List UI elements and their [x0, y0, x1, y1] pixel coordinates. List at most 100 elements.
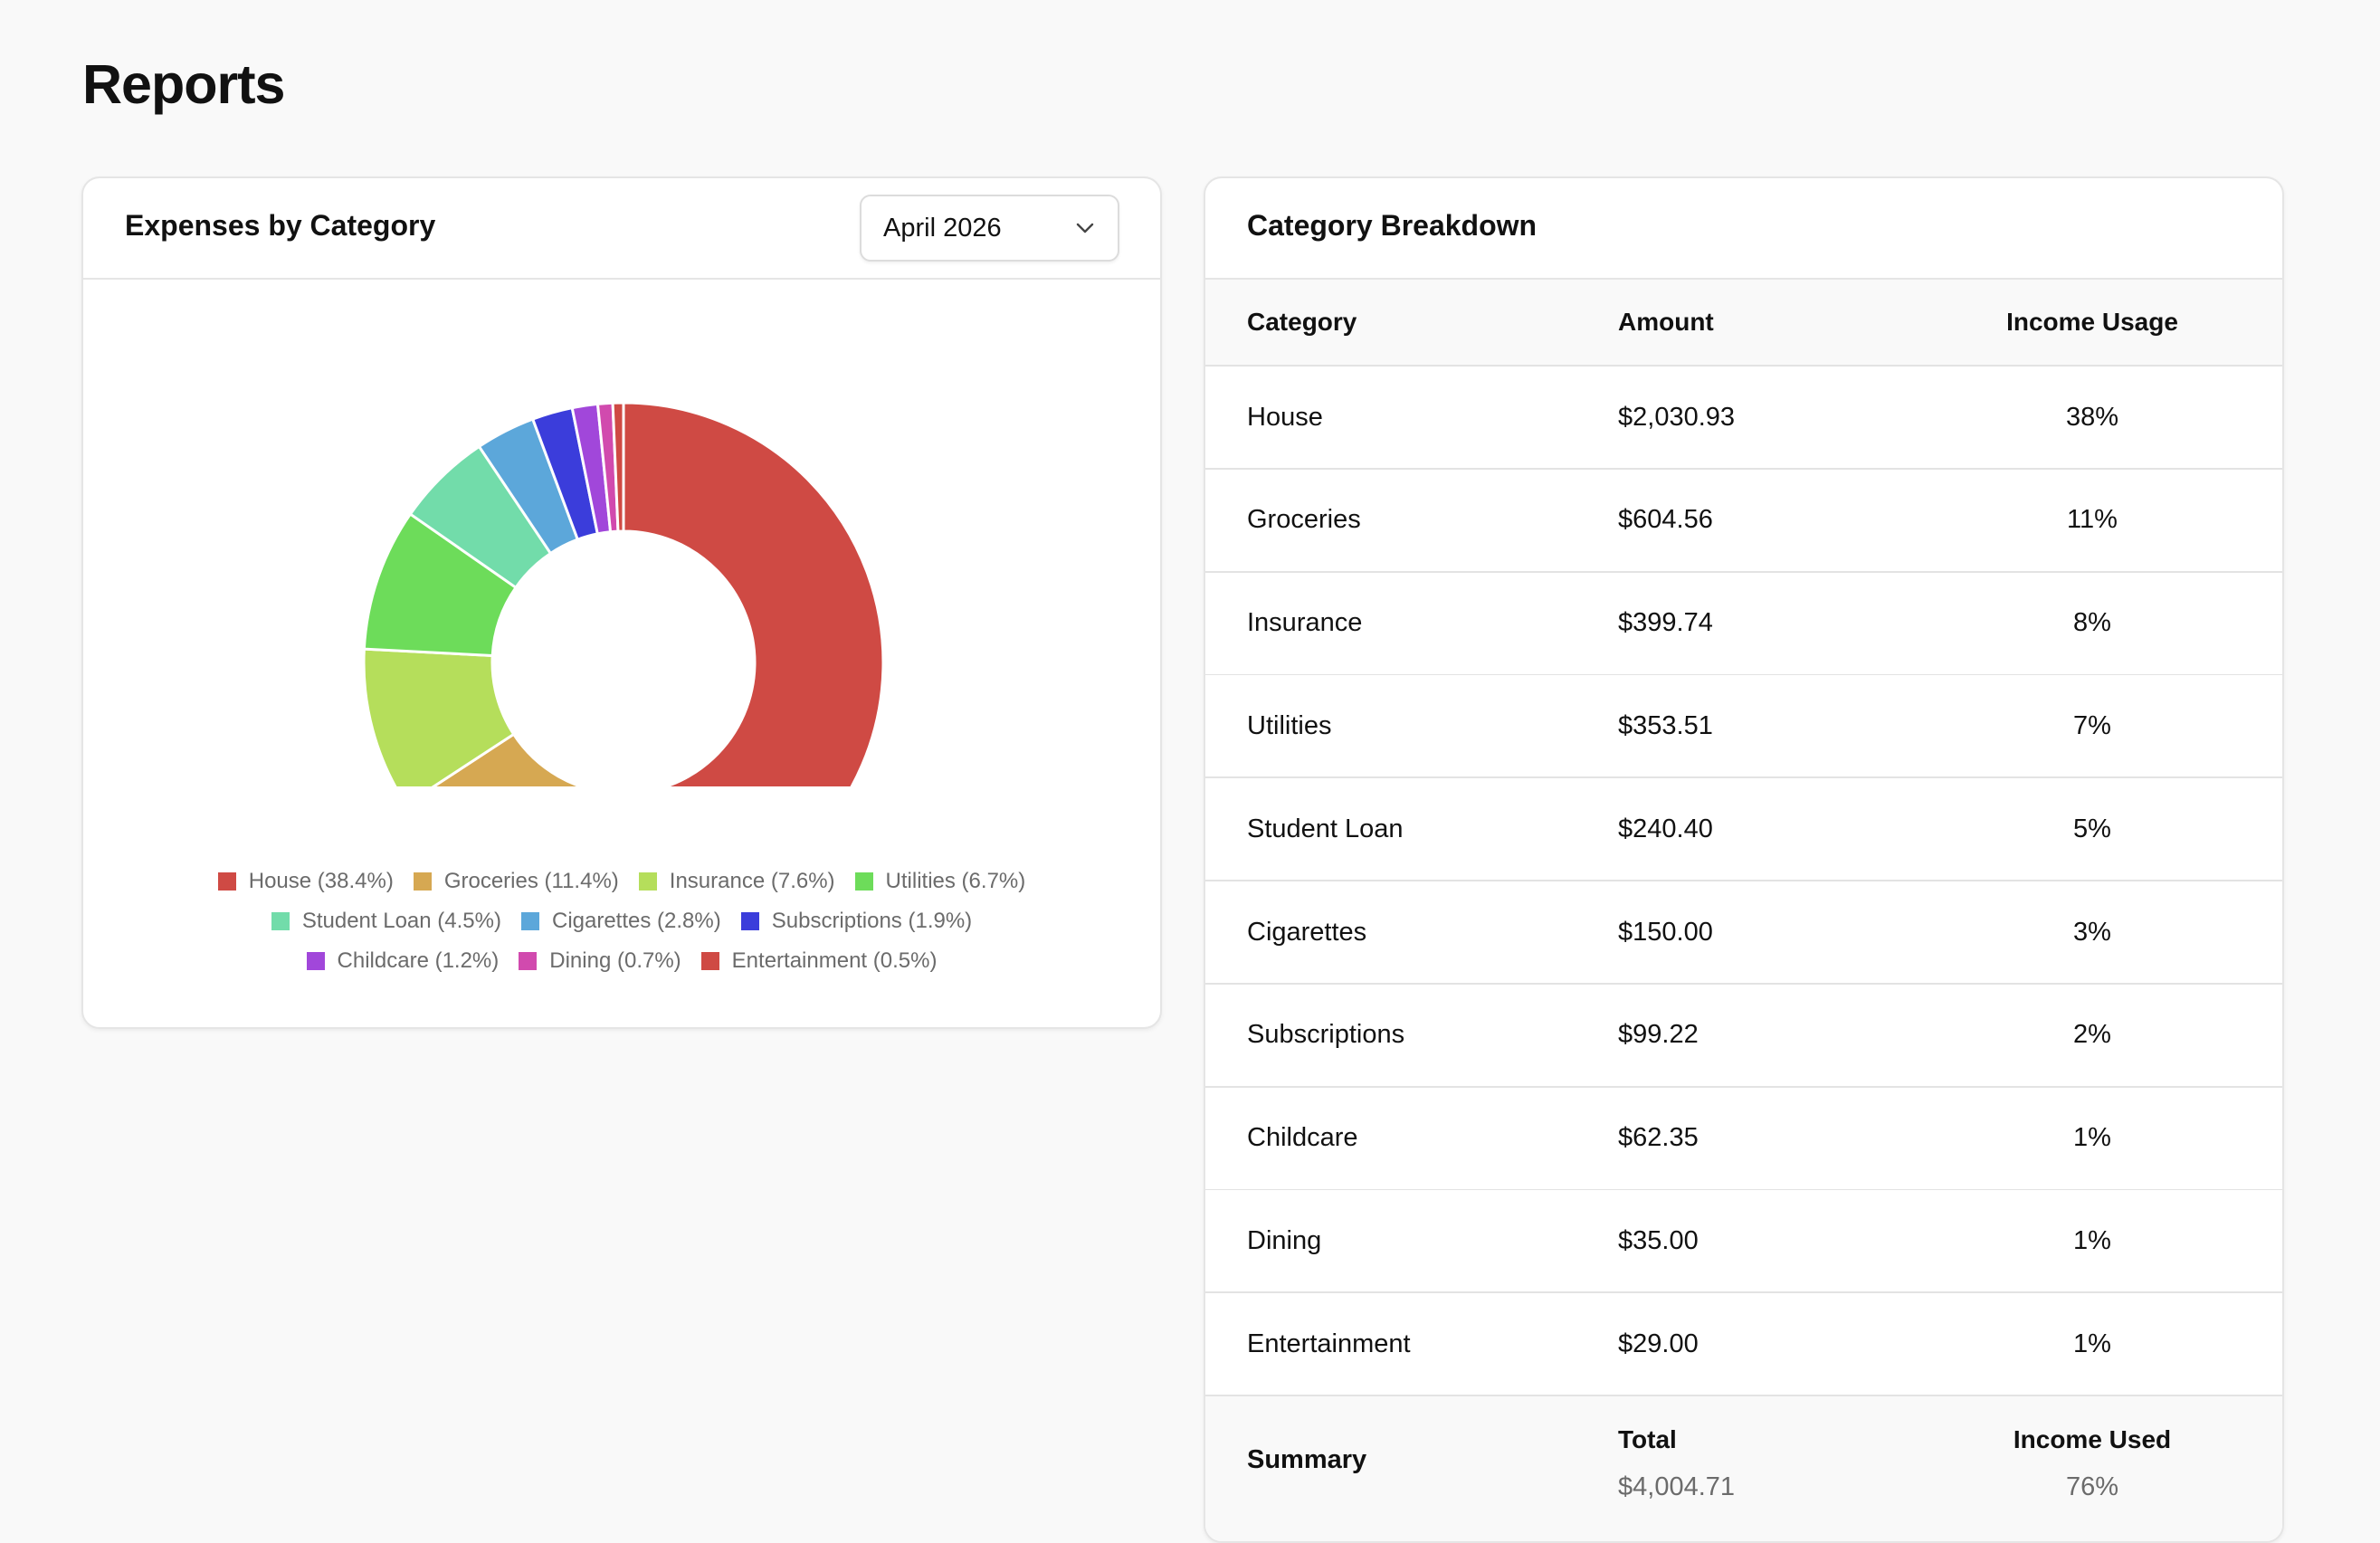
- table-row: Utilities $353.51 7%: [1205, 675, 2282, 779]
- legend-item[interactable]: Cigarettes (2.8%): [520, 909, 721, 934]
- cell-income-usage: 5%: [2073, 814, 2111, 843]
- page-title: Reports: [82, 53, 285, 115]
- legend-row: Student Loan (4.5%) Cigarettes (2.8%) Subs…: [83, 901, 1160, 941]
- expenses-chart-card: Expenses by Category April 2026 House (3…: [81, 176, 1162, 1029]
- chevron-down-icon: [1076, 223, 1094, 233]
- month-select-value: April 2026: [883, 214, 1002, 243]
- legend-swatch: [217, 872, 236, 891]
- legend-swatch: [638, 872, 657, 891]
- cell-income-usage: 1%: [2073, 1329, 2111, 1358]
- cell-income-usage: 8%: [2073, 608, 2111, 638]
- cell-amount: $29.00: [1618, 1329, 1699, 1358]
- legend-item[interactable]: Childcare (1.2%): [306, 948, 500, 974]
- cell-category: Entertainment: [1247, 1329, 1411, 1358]
- table-row: Insurance $399.74 8%: [1205, 572, 2282, 676]
- summary-label: Summary: [1247, 1445, 1367, 1474]
- cell-amount: $240.40: [1618, 814, 1713, 843]
- cell-category: Childcare: [1247, 1123, 1358, 1153]
- cell-amount: $35.00: [1618, 1225, 1699, 1255]
- donut-slice-house[interactable]: [612, 401, 885, 786]
- cell-category: Dining: [1247, 1225, 1322, 1255]
- expenses-donut-chart: [362, 401, 885, 786]
- legend-swatch: [854, 872, 873, 891]
- summary-total-value: $4,004.71: [1618, 1472, 1736, 1501]
- table-row: Cigarettes $150.00 3%: [1205, 881, 2282, 985]
- legend-label: Utilities (6.7%): [885, 869, 1026, 893]
- donut-slice-groceries[interactable]: [406, 732, 618, 786]
- cell-income-usage: 1%: [2073, 1225, 2111, 1255]
- table-row: Entertainment $29.00 1%: [1205, 1293, 2282, 1397]
- table-row: Student Loan $240.40 5%: [1205, 778, 2282, 882]
- expenses-card-title: Expenses by Category: [125, 209, 436, 242]
- legend-label: Insurance (7.6%): [669, 869, 835, 893]
- cell-amount: $150.00: [1618, 917, 1713, 947]
- month-select[interactable]: April 2026: [860, 195, 1119, 262]
- legend-label: Cigarettes (2.8%): [551, 909, 721, 933]
- donut-slice-entertainment[interactable]: [611, 401, 625, 533]
- cell-income-usage: 2%: [2073, 1020, 2111, 1050]
- cell-income-usage: 38%: [2065, 402, 2119, 432]
- legend-item[interactable]: Utilities (6.7%): [854, 869, 1026, 894]
- summary-total: Total $4,004.71: [1618, 1425, 1735, 1502]
- table-header: Category Amount Income Usage: [1205, 280, 2282, 367]
- summary-income-label: Income Used: [2013, 1425, 2172, 1453]
- table-row: Groceries $604.56 11%: [1205, 469, 2282, 573]
- legend-label: Dining (0.7%): [549, 948, 681, 973]
- category-breakdown-card: Category Breakdown Category Amount Incom…: [1204, 176, 2284, 1543]
- legend-item[interactable]: Groceries (11.4%): [413, 869, 619, 894]
- legend-swatch: [700, 952, 719, 970]
- cell-income-usage: 7%: [2073, 710, 2111, 740]
- legend-row: Childcare (1.2%) Dining (0.7%) Entertainme…: [83, 941, 1160, 981]
- column-header-category: Category: [1247, 308, 1357, 336]
- cell-amount: $604.56: [1618, 505, 1713, 535]
- cell-category: Insurance: [1247, 608, 1363, 638]
- cell-amount: $99.22: [1618, 1020, 1699, 1050]
- summary-total-label: Total: [1618, 1425, 1677, 1453]
- legend-swatch: [740, 912, 759, 930]
- cell-amount: $399.74: [1618, 608, 1713, 638]
- legend-swatch: [413, 872, 432, 891]
- expenses-card-header: Expenses by Category April 2026: [83, 178, 1160, 280]
- legend-swatch: [519, 952, 538, 970]
- summary-income-value: 76%: [2065, 1472, 2119, 1501]
- chart-legend: House (38.4%) Groceries (11.4%) Insurance …: [83, 862, 1160, 981]
- table-row: Dining $35.00 1%: [1205, 1190, 2282, 1294]
- cell-category: Subscriptions: [1247, 1020, 1405, 1050]
- cell-category: Groceries: [1247, 505, 1361, 535]
- legend-swatch: [520, 912, 539, 930]
- cell-category: Student Loan: [1247, 814, 1404, 843]
- column-header-income-usage: Income Usage: [2006, 308, 2178, 336]
- legend-row: House (38.4%) Groceries (11.4%) Insurance …: [83, 862, 1160, 901]
- cell-income-usage: 3%: [2073, 917, 2111, 947]
- legend-label: Student Loan (4.5%): [301, 909, 501, 933]
- legend-label: House (38.4%): [248, 869, 394, 893]
- legend-swatch: [271, 912, 290, 930]
- table-summary: Summary Total $4,004.71 Income Used 76%: [1205, 1396, 2282, 1541]
- legend-label: Childcare (1.2%): [337, 948, 500, 973]
- summary-income: Income Used 76%: [1966, 1425, 2219, 1502]
- legend-item[interactable]: House (38.4%): [217, 869, 394, 894]
- legend-label: Subscriptions (1.9%): [771, 909, 973, 933]
- breakdown-card-header: Category Breakdown: [1205, 178, 2282, 280]
- cell-income-usage: 11%: [2067, 505, 2118, 535]
- table-row: Childcare $62.35 1%: [1205, 1087, 2282, 1191]
- cell-income-usage: 1%: [2073, 1123, 2111, 1153]
- legend-label: Groceries (11.4%): [443, 869, 619, 893]
- cell-category: House: [1247, 402, 1323, 432]
- cell-amount: $2,030.93: [1618, 402, 1736, 432]
- legend-item[interactable]: Dining (0.7%): [519, 948, 681, 974]
- legend-item[interactable]: Student Loan (4.5%): [271, 909, 501, 934]
- table-row: Subscriptions $99.22 2%: [1205, 984, 2282, 1088]
- cell-amount: $62.35: [1618, 1123, 1699, 1153]
- legend-swatch: [306, 952, 325, 970]
- table-row: House $2,030.93 38%: [1205, 367, 2282, 470]
- legend-item[interactable]: Insurance (7.6%): [638, 869, 835, 894]
- column-header-amount: Amount: [1618, 308, 1714, 336]
- legend-label: Entertainment (0.5%): [731, 948, 938, 973]
- legend-item[interactable]: Subscriptions (1.9%): [740, 909, 973, 934]
- cell-category: Cigarettes: [1247, 917, 1367, 947]
- cell-category: Utilities: [1247, 710, 1332, 740]
- legend-item[interactable]: Entertainment (0.5%): [700, 948, 938, 974]
- breakdown-card-title: Category Breakdown: [1247, 209, 1537, 242]
- cell-amount: $353.51: [1618, 710, 1713, 740]
